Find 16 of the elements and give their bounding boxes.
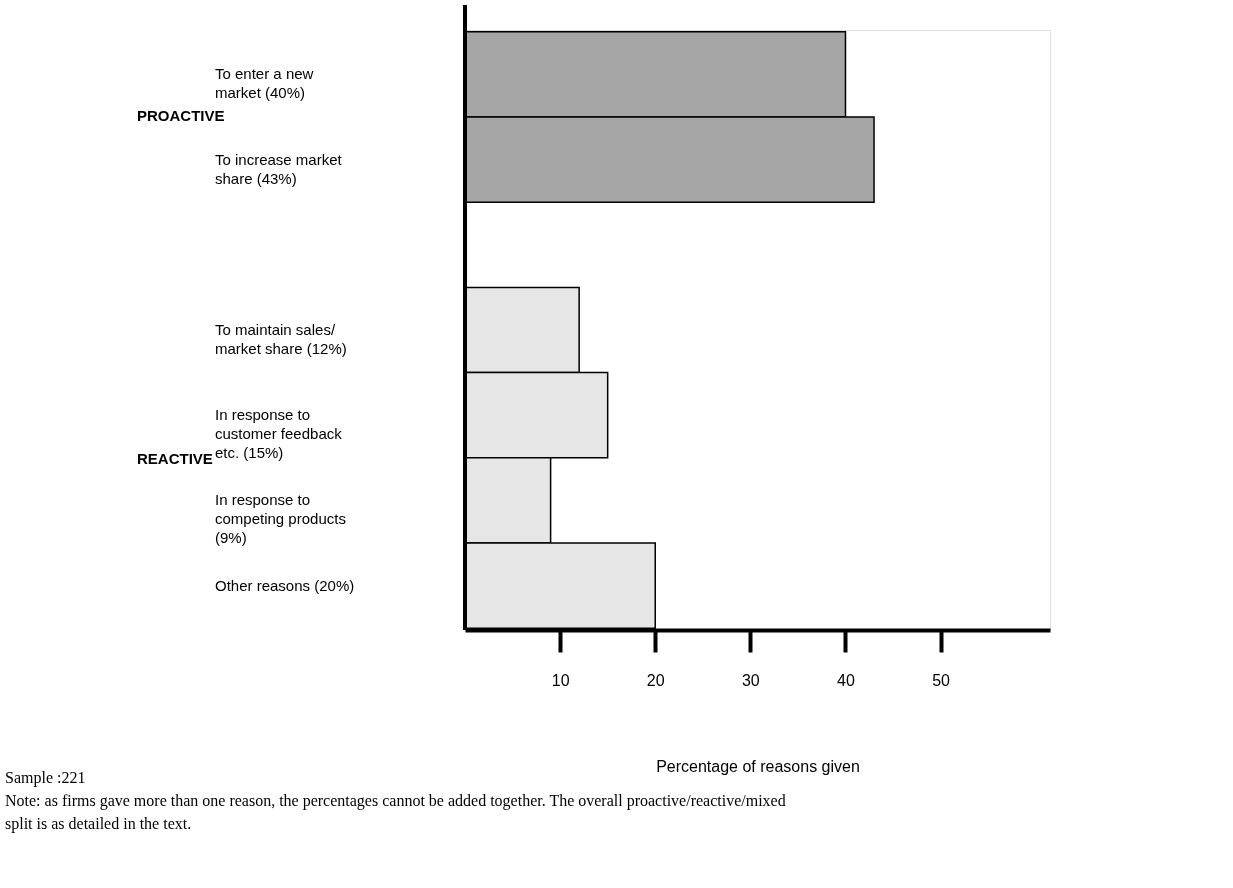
x-tick-label: 40	[837, 671, 855, 689]
y-tick-label: To enter a new market (40%)	[215, 65, 314, 102]
x-tick-label: 20	[646, 671, 665, 689]
text: REACTIVE	[137, 449, 213, 467]
text: Sample :221	[5, 769, 86, 787]
x-tick-label: 50	[932, 671, 951, 689]
y-tick-label: To increase market share (43%)	[215, 150, 343, 187]
y-tick-label: In response to competing products (9%)	[215, 491, 346, 547]
x-tick-label: 10	[551, 671, 570, 689]
x-axis-title: Percentage of reasons given	[656, 757, 860, 775]
text: PROACTIVE	[137, 106, 225, 124]
y-tick-label: Other reasons (20%)	[215, 576, 355, 594]
y-tick-label: To maintain sales/ market share (12%)	[215, 321, 347, 357]
y-tick-label: In response to customer feedback etc. (15%)	[215, 406, 343, 462]
x-tick-label: 30	[741, 671, 760, 689]
text: Note: as firms gave more than one reason, the percentages cannot be added together. The overall proactive/reactive/mixed split is as detailed in the text.	[5, 792, 786, 833]
